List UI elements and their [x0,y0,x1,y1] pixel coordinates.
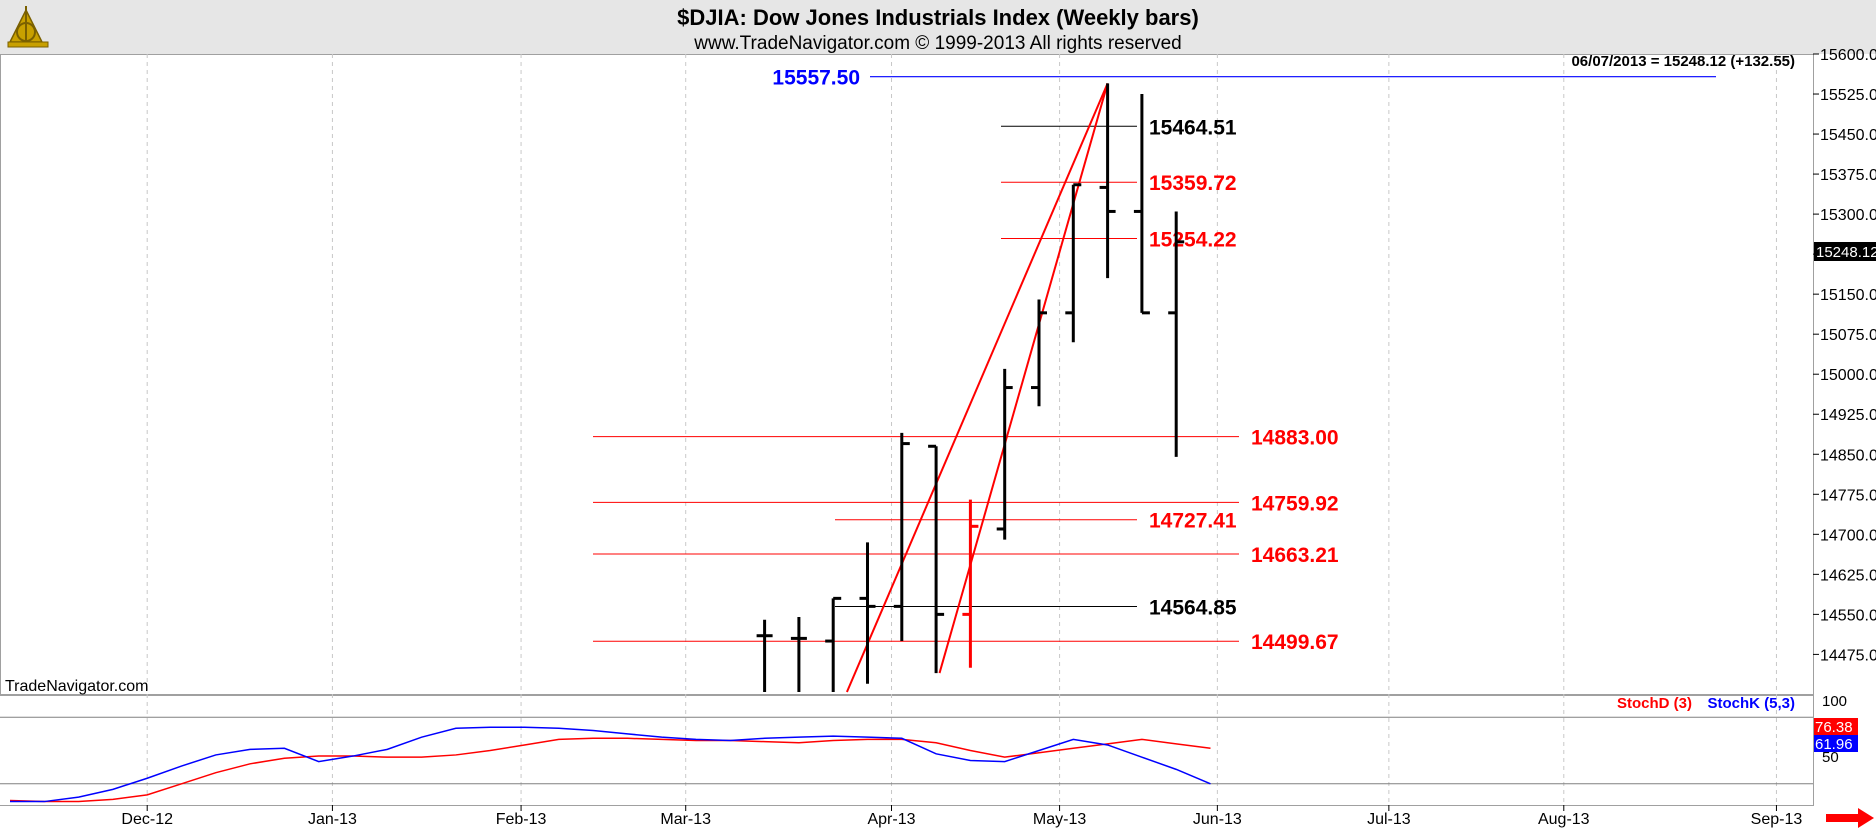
fib-label-14564.85: 14564.85 [1149,596,1237,619]
ohlc-bar [1031,299,1047,407]
fib-label-15254.22: 15254.22 [1149,229,1237,252]
current-price-tag: 15248.12 [1814,242,1876,261]
stochk-value-text: 61.96 [1815,736,1853,753]
ohlc-bar [928,444,945,674]
ohlc-bar [1133,94,1150,315]
fib-label-14663.21: 14663.21 [1251,544,1339,567]
y-tick-label: 15600.00 [1820,47,1876,64]
x-tick-label-jul-13: Jul-13 [1367,811,1411,828]
y-tick-label: 14700.00 [1820,527,1876,544]
ohlc-bar [825,596,842,692]
stochk-value-tag: 61.96 [1814,735,1858,753]
y-tick-label: 14850.00 [1820,447,1876,464]
chart-title: $DJIA: Dow Jones Industrials Index (Week… [677,5,1199,30]
y-tick-label: 15525.00 [1820,87,1876,104]
y-tick-label: 15000.00 [1820,367,1876,384]
stochk-line [10,726,1211,803]
y-tick-label: 15450.00 [1820,127,1876,144]
stoch-axis-100: 100 [1822,693,1847,710]
x-tick-label-jun-13: Jun-13 [1193,811,1242,828]
last-value-label: 06/07/2013 = 15248.12 (+132.55) [1571,53,1795,70]
ohlc-bars [756,83,1185,692]
price-axis-ticks: 15600.00 15525.00 15450.00 15375.00 15300.00… [1813,47,1876,664]
trend-lines [846,82,1109,693]
ohlc-bar [790,617,807,692]
stochd-value-text: 76.38 [1815,719,1853,736]
ohlc-bar [1168,211,1185,457]
high-marker-label: 15557.50 [772,67,860,90]
x-tick-label-sep-13: Sep-13 [1751,811,1803,828]
fib-label-14759.92: 14759.92 [1251,492,1339,515]
y-tick-label: 14925.00 [1820,407,1876,424]
ohlc-bar [1065,183,1082,343]
stochastic-panel [0,716,1813,803]
y-tick-label: 14775.00 [1820,487,1876,504]
y-tick-label: 14550.00 [1820,607,1876,624]
y-tick-label: 15375.00 [1820,167,1876,184]
ohlc-bar [962,499,979,668]
copyright-text: www.TradeNavigator.com © 1999-2013 All r… [693,33,1181,54]
trend-line-1 [846,82,1109,693]
y-tick-label: 14625.00 [1820,567,1876,584]
header-band [0,0,1876,54]
ohlc-bar [859,542,876,684]
ohlc-bar [756,619,773,692]
trend-line-2 [938,83,1109,674]
scroll-right-arrow-icon[interactable] [1826,808,1874,828]
ohlc-bar [893,432,910,642]
x-tick-label-jan-13: Jan-13 [308,811,357,828]
y-tick-label: 15300.00 [1820,207,1876,224]
y-tick-label: 14475.00 [1820,647,1876,664]
month-axis-ticks: Dec-12 Jan-13 Feb-13 Mar-13 Apr-13 May-13 Jun-… [121,805,1803,828]
stochd-line [9,737,1211,803]
vertical-gridlines [146,54,1777,805]
ohlc-bar [1099,83,1116,279]
x-tick-label-apr-13: Apr-13 [867,811,915,828]
y-tick-label: 15150.00 [1820,287,1876,304]
fibonacci-levels: 15557.50 15464.51 15359.72 15254.22 14883.00… [593,67,1716,654]
current-price-text: 15248.12 [1816,244,1876,261]
ohlc-bar [996,368,1013,540]
x-tick-label-mar-13: Mar-13 [660,811,711,828]
x-tick-label-dec-12: Dec-12 [121,811,173,828]
tradenavigator-logo-icon [7,6,49,48]
stochd-legend: StochD (3) [1617,695,1692,712]
fib-label-15464.51: 15464.51 [1149,116,1237,139]
stoch-axis-50: 50 [1822,749,1839,766]
x-tick-label-aug-13: Aug-13 [1538,811,1590,828]
stochk-legend: StochK (5,3) [1707,695,1795,712]
stochd-value-tag: 76.38 [1814,718,1858,736]
watermark-text: TradeNavigator.com [5,678,148,695]
fib-label-14499.67: 14499.67 [1251,631,1339,654]
fib-label-14727.41: 14727.41 [1149,510,1237,533]
x-tick-label-may-13: May-13 [1033,811,1086,828]
fib-label-15359.72: 15359.72 [1149,172,1237,195]
fib-label-14883.00: 14883.00 [1251,427,1339,450]
y-tick-label: 15075.00 [1820,327,1876,344]
x-tick-label-feb-13: Feb-13 [496,811,547,828]
